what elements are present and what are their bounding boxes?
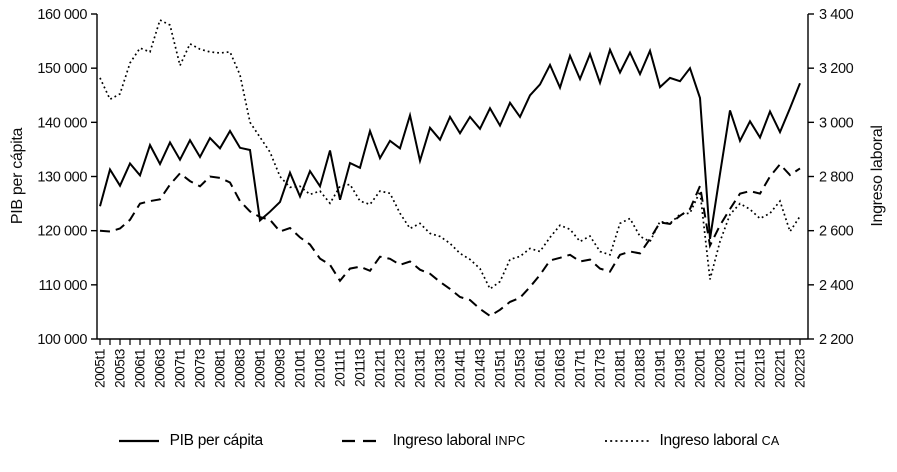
right-axis-tick-label: 2 800 [819, 170, 854, 186]
legend: PIB per cápita Ingreso laboral INPC Ingr… [0, 432, 897, 450]
left-axis-title: PIB per cápita [9, 127, 26, 224]
legend-label-pib: PIB per cápita [169, 432, 263, 449]
series-line-pib-per-capita [99, 46, 801, 239]
x-axis-tick-label: 2005t3 [113, 349, 128, 388]
x-axis-tick-label: 2005t1 [93, 349, 108, 388]
left-axis-tick-label: 150 000 [37, 61, 87, 77]
left-axis-tick-label: 130 000 [37, 170, 87, 186]
x-axis-tick-label: 2012t3 [393, 349, 408, 388]
x-axis-tick-label: 2008t1 [213, 349, 228, 388]
x-axis-tick-label: 2017t3 [593, 349, 608, 388]
legend-line-dotted [604, 440, 649, 442]
x-axis-tick-label: 2015t3 [513, 349, 528, 388]
right-axis-tick-label: 3 400 [819, 7, 854, 23]
x-axis-tick-label: 2022t3 [793, 349, 808, 388]
x-axis-tick-label: 2019t3 [673, 349, 688, 388]
x-axis-tick-label: 2017t1 [573, 349, 588, 388]
right-axis-tick-label: 2 200 [819, 332, 854, 348]
x-axis-tick-label: 2006t1 [133, 349, 148, 388]
series-line-ingreso-laboral-ca [99, 18, 801, 291]
x-axis-tick-label: 2010t3 [313, 349, 328, 388]
x-axis-tick-label: 2021t3 [753, 349, 768, 388]
legend-item-ingreso-ca: Ingreso laboral CA [604, 432, 780, 450]
x-axis-tick-label: 2006t3 [153, 349, 168, 388]
x-axis-tick-label: 2018t3 [633, 349, 648, 388]
x-axis-tick-label: 2009t1 [253, 349, 268, 388]
legend-item-ingreso-inpc: Ingreso laboral INPC [341, 432, 526, 450]
x-axis-tick-label: 2014t1 [453, 349, 468, 388]
x-axis-tick-label: 2009t3 [273, 349, 288, 388]
right-axis-title: Ingreso laboral [869, 125, 886, 226]
legend-label-ingreso-ca: Ingreso laboral CA [659, 432, 780, 449]
legend-line-solid [118, 439, 159, 443]
series-lines-layer [99, 18, 801, 318]
x-axis-tick-label: 2008t3 [233, 349, 248, 388]
x-axis-tick-label: 2020t1 [693, 349, 708, 388]
x-axis-tick-label: 2016t1 [533, 349, 548, 388]
right-axis-tick-label: 2 400 [819, 278, 854, 294]
x-axis-tick-label: 2012t1 [373, 349, 388, 388]
left-axis-tick-label: 100 000 [37, 332, 87, 348]
right-axis-tick-label: 3 000 [819, 115, 854, 131]
right-axis-tick-label: 3 200 [819, 61, 854, 77]
x-axis-tick-label: 2011t1 [333, 349, 348, 387]
axes-layer: 100 000 110 000 120 000 130 000 140 000 150 0… [37, 7, 854, 388]
x-axis-tick-label: 2014t3 [473, 349, 488, 388]
x-axis-tick-label: 2021t1 [733, 349, 748, 388]
left-axis-tick-label: 120 000 [37, 224, 87, 240]
x-axis-tick-label: 2007t1 [173, 349, 188, 388]
legend-label-ingreso-inpc: Ingreso laboral INPC [392, 432, 526, 449]
x-axis-tick-label: 2011t3 [353, 349, 368, 387]
x-axis-tick-label: 2007t3 [193, 349, 208, 388]
x-axis-tick-label: 2010t1 [293, 349, 308, 388]
x-axis-tick-label: 2015t1 [493, 349, 508, 388]
left-axis-tick-label: 160 000 [37, 7, 87, 23]
x-axis-tick-label: 2016t3 [553, 349, 568, 388]
series-line-ingreso-laboral-inpc [99, 162, 801, 318]
x-axis-tick-label: 2018t1 [613, 349, 628, 388]
x-axis-tick-label: 2019t1 [653, 349, 668, 388]
right-axis-tick-label: 2 600 [819, 224, 854, 240]
legend-item-pib: PIB per cápita [118, 432, 263, 450]
x-axis-tick-label: 2022t1 [773, 349, 788, 388]
x-axis-tick-label: 2020t3 [713, 349, 728, 388]
legend-line-dashed [341, 439, 382, 443]
x-axis-tick-label: 2013t1 [413, 349, 428, 388]
left-axis-tick-label: 110 000 [38, 278, 87, 294]
x-axis-tick-label: 2013t3 [433, 349, 448, 388]
chart-plot-area: PIB per cápita Ingreso laboral 100 000 11… [9, 7, 886, 388]
left-axis-tick-label: 140 000 [37, 115, 87, 131]
